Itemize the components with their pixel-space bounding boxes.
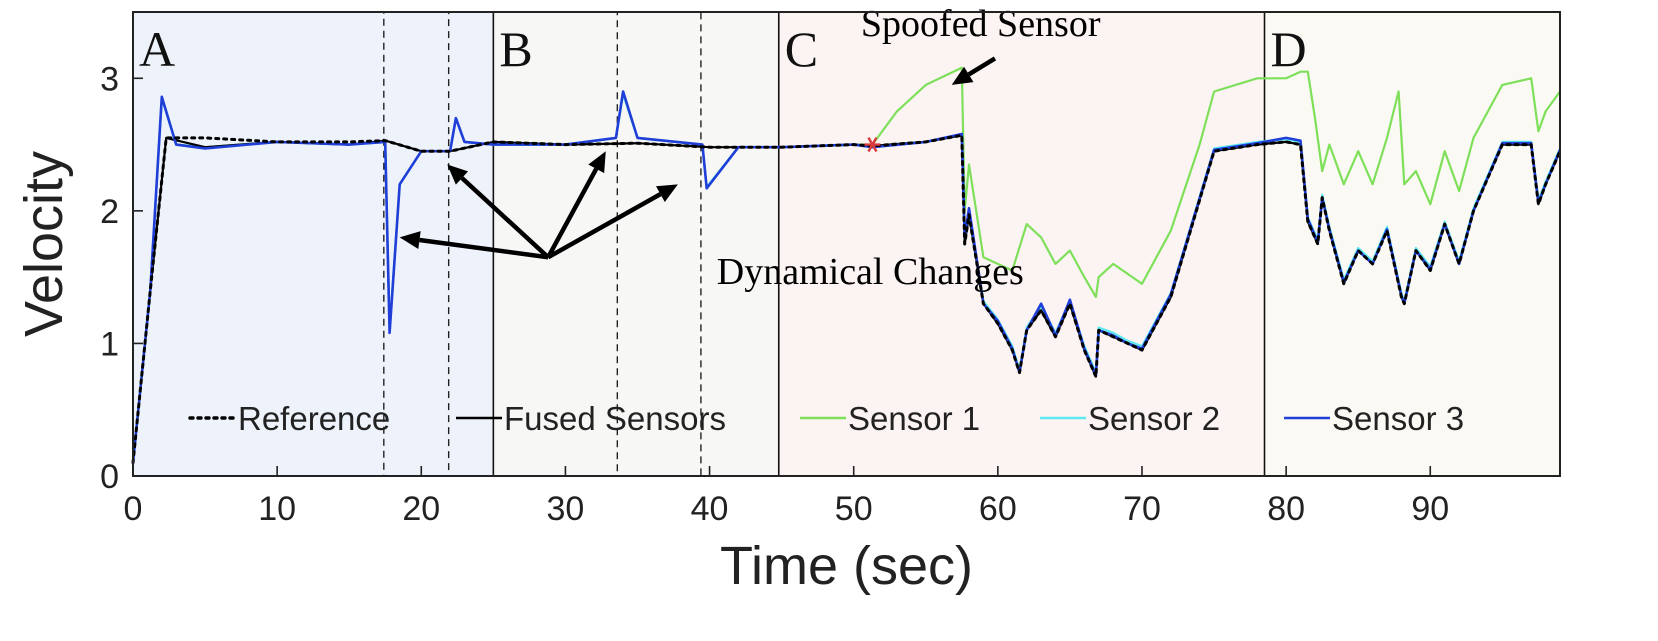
region-label: C — [785, 21, 818, 77]
x-tick-label: 60 — [979, 490, 1017, 528]
arrow-dynamic-change — [547, 192, 662, 260]
arrow-dynamic-change — [460, 176, 550, 259]
legend-label: Reference — [238, 400, 390, 437]
region-label: B — [499, 21, 532, 77]
arrow-dynamic-change-head — [656, 184, 678, 202]
arrow-spoofed-sensor — [967, 56, 997, 77]
x-tick-label: 20 — [402, 490, 440, 528]
legend-label: Sensor 3 — [1332, 400, 1464, 437]
region-B — [493, 12, 779, 476]
legend-label: Sensor 2 — [1088, 400, 1220, 437]
arrow-dynamic-change-head — [588, 151, 606, 174]
arrow-spoofed-sensor-head — [951, 66, 974, 85]
x-tick-label: 0 — [124, 490, 143, 528]
x-axis-label: Time (sec) — [720, 536, 973, 596]
y-tick-label: 0 — [100, 458, 119, 496]
x-tick-label: 40 — [691, 490, 729, 528]
annotation-label: Dynamical Changes — [717, 251, 1024, 293]
x-tick-label: 10 — [258, 490, 296, 528]
region-label: A — [139, 21, 175, 77]
series-line-reference — [131, 133, 1562, 465]
y-tick-label: 1 — [100, 325, 119, 363]
annotation-label: Spoofed Sensor — [861, 3, 1101, 45]
arrow-dynamic-change — [419, 237, 549, 260]
x-tick-label: 80 — [1267, 490, 1305, 528]
arrow-dynamic-change-head — [399, 231, 421, 249]
y-tick-label: 2 — [100, 193, 119, 231]
spoof-marker — [864, 137, 881, 153]
x-tick-label: 90 — [1411, 490, 1449, 528]
y-tick-label: 3 — [100, 60, 119, 98]
arrow-dynamic-change — [546, 167, 599, 259]
series-line-sensor-3 — [131, 90, 1562, 463]
x-tick-label: 30 — [547, 490, 585, 528]
y-axis-label: Velocity — [14, 151, 74, 337]
region-D — [1264, 12, 1560, 476]
x-tick-label: 70 — [1123, 490, 1161, 528]
region-label: D — [1271, 21, 1307, 77]
legend-label: Fused Sensors — [504, 400, 726, 437]
x-tick-label: 50 — [835, 490, 873, 528]
plot-frame — [132, 11, 1561, 477]
arrow-dynamic-change-head — [447, 164, 469, 185]
legend-label: Sensor 1 — [848, 400, 980, 437]
